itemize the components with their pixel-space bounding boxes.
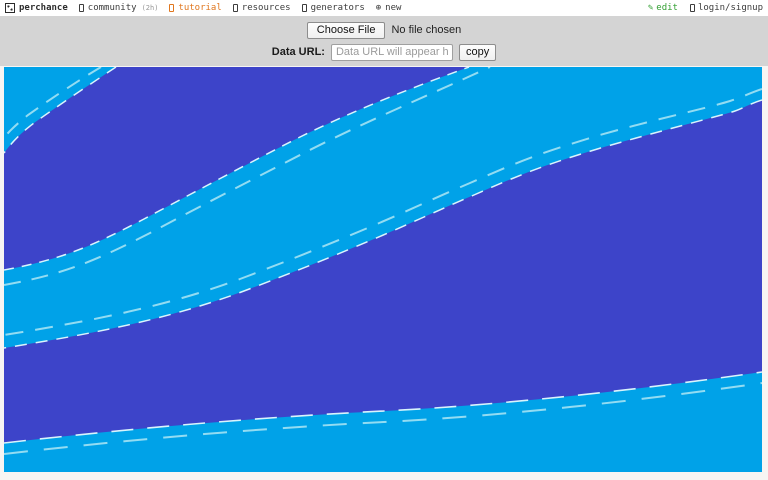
upload-panel: Choose File No file chosen Data URL: cop… — [0, 16, 768, 66]
plus-circle-icon: ⊕ — [375, 3, 382, 13]
nav-item-generators[interactable]: generators — [301, 3, 365, 13]
community-icon — [78, 4, 84, 12]
lock-icon — [689, 4, 695, 12]
login-label: login/signup — [697, 3, 763, 13]
pencil-icon: ✎ — [647, 2, 654, 13]
edit-link[interactable]: ✎ edit — [648, 3, 678, 13]
cyan-band-diagonal — [4, 67, 762, 348]
nav-item-tutorial[interactable]: tutorial — [169, 3, 222, 13]
brand-group[interactable]: perchance — [5, 3, 68, 13]
perchance-logo-icon — [5, 3, 15, 13]
data-url-row: Data URL: copy — [271, 43, 497, 61]
file-input-row: Choose File No file chosen — [306, 21, 462, 39]
copy-button[interactable]: copy — [458, 43, 497, 61]
nav-item-label: community — [87, 3, 137, 13]
nav-item-resources[interactable]: resources — [232, 3, 291, 13]
data-url-input[interactable] — [330, 43, 453, 61]
bottom-inner-dash-line — [4, 382, 762, 455]
brand-name[interactable]: perchance — [19, 3, 68, 13]
nav-item-new[interactable]: ⊕ new — [376, 3, 402, 13]
file-status-text: No file chosen — [391, 24, 462, 36]
login-signup-link[interactable]: login/signup — [689, 3, 763, 13]
band-upper-edge-dash-line — [4, 67, 470, 271]
data-url-label: Data URL: — [271, 46, 325, 58]
nav-item-label: tutorial — [178, 3, 222, 13]
wedge-edge-dash-line — [4, 67, 117, 154]
generators-icon — [301, 4, 307, 12]
topbar-right-group: ✎ edit login/signup — [648, 3, 763, 13]
bottom-edge-dash-line — [4, 371, 762, 444]
banded-gradient-image — [4, 67, 762, 472]
nav-item-label: resources — [241, 3, 291, 13]
nav-item-label: new — [385, 3, 402, 13]
band-lower-inner-dash-line — [4, 88, 762, 336]
wedge-inner-dash-line — [4, 67, 102, 139]
band-upper-inner-dash-line — [4, 67, 491, 286]
cyan-wedge-top-left — [4, 67, 116, 153]
nav-item-community[interactable]: community (2h) — [78, 3, 159, 13]
tutorial-icon — [169, 4, 175, 12]
top-nav-bar: perchance community (2h) tutorial resour… — [0, 0, 768, 16]
uploaded-image-preview — [4, 67, 762, 472]
resources-icon — [232, 4, 238, 12]
community-badge: (2h) — [141, 4, 159, 12]
choose-file-button[interactable]: Choose File — [306, 21, 386, 39]
nav-item-label: generators — [310, 3, 365, 13]
edit-label: edit — [656, 3, 678, 13]
